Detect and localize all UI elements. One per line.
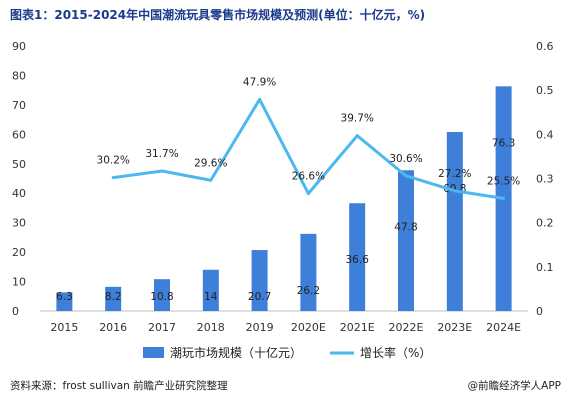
growth-rate-label: 27.2% xyxy=(438,168,471,180)
y-left-tick-label: 60 xyxy=(12,128,26,141)
x-tick-label: 2023E xyxy=(437,321,472,334)
x-tick-label: 2017 xyxy=(148,321,176,334)
growth-rate-label: 26.6% xyxy=(292,171,325,183)
bar-value-label: 36.6 xyxy=(346,254,370,266)
y-right-tick-label: 0.6 xyxy=(536,40,554,53)
growth-rate-point xyxy=(404,174,408,178)
y-left-tick-label: 70 xyxy=(12,99,26,112)
bar xyxy=(300,233,317,311)
growth-rate-label: 39.7% xyxy=(341,113,374,125)
bar-value-label: 20.7 xyxy=(248,291,271,303)
bar xyxy=(202,269,219,311)
y-left-tick-label: 30 xyxy=(12,217,26,230)
growth-rate-label: 47.9% xyxy=(243,76,276,88)
growth-rate-point xyxy=(306,192,310,196)
y-right-tick-label: 0.4 xyxy=(536,128,554,141)
x-tick-label: 2019 xyxy=(246,321,274,334)
bar xyxy=(154,279,170,311)
brand-credit: @前瞻经济学人APP xyxy=(467,380,561,392)
growth-rate-point xyxy=(453,189,457,193)
y-left-tick-label: 50 xyxy=(12,158,26,171)
bar-value-label: 10.8 xyxy=(150,291,173,303)
growth-rate-point xyxy=(502,196,506,200)
chart-title: 图表1：2015-2024年中国潮流玩具零售市场规模及预测(单位：十亿元，%) xyxy=(10,8,426,22)
bar-value-label: 76.3 xyxy=(492,137,515,149)
bar xyxy=(105,286,122,311)
bar xyxy=(398,170,414,311)
legend-swatch-bar xyxy=(143,347,164,358)
growth-rate-label: 30.6% xyxy=(389,153,422,165)
bar xyxy=(251,250,268,311)
y-left-tick-label: 40 xyxy=(12,187,26,200)
y-left-tick-label: 10 xyxy=(12,276,26,289)
y-left-tick-label: 80 xyxy=(12,69,26,82)
bar xyxy=(56,292,73,311)
bar xyxy=(349,203,366,311)
bar xyxy=(446,131,463,311)
x-tick-label: 2020E xyxy=(291,321,326,334)
growth-rate-point xyxy=(160,169,164,173)
x-tick-label: 2024E xyxy=(486,321,521,334)
y-right-tick-label: 0.2 xyxy=(536,217,554,230)
growth-rate-point xyxy=(355,134,359,138)
source-note: 资料来源：frost sullivan 前瞻产业研究院整理 xyxy=(10,380,228,392)
growth-rate-label: 25.5% xyxy=(487,175,520,187)
bar-value-label: 47.8 xyxy=(394,221,417,233)
bar-value-label: 14 xyxy=(204,291,218,303)
growth-rate-point xyxy=(258,97,262,101)
x-tick-label: 2016 xyxy=(99,321,127,334)
x-tick-label: 2022E xyxy=(389,321,424,334)
growth-rate-label: 29.6% xyxy=(194,157,227,169)
y-right-tick-label: 0.3 xyxy=(536,173,554,186)
growth-rate-point xyxy=(209,178,213,182)
y-right-tick-label: 0.5 xyxy=(536,84,554,97)
y-right-tick-label: 0 xyxy=(536,305,543,318)
y-right-tick-label: 0.1 xyxy=(536,261,554,274)
growth-rate-label: 30.2% xyxy=(97,155,130,167)
growth-rate-point xyxy=(111,176,115,180)
legend-label-bar: 潮玩市场规模（十亿元） xyxy=(170,345,302,360)
y-left-tick-label: 90 xyxy=(12,40,26,53)
growth-rate-label: 31.7% xyxy=(145,148,178,160)
y-left-tick-label: 20 xyxy=(12,246,26,259)
bar-value-label: 6.3 xyxy=(56,291,73,303)
bar-value-label: 26.2 xyxy=(297,285,320,297)
y-left-tick-label: 0 xyxy=(12,305,19,318)
bar-value-label: 8.2 xyxy=(105,291,122,303)
x-tick-label: 2018 xyxy=(197,321,225,334)
x-tick-label: 2021E xyxy=(340,321,375,334)
x-tick-label: 2015 xyxy=(50,321,78,334)
legend-label-line: 增长率（%） xyxy=(360,345,431,360)
